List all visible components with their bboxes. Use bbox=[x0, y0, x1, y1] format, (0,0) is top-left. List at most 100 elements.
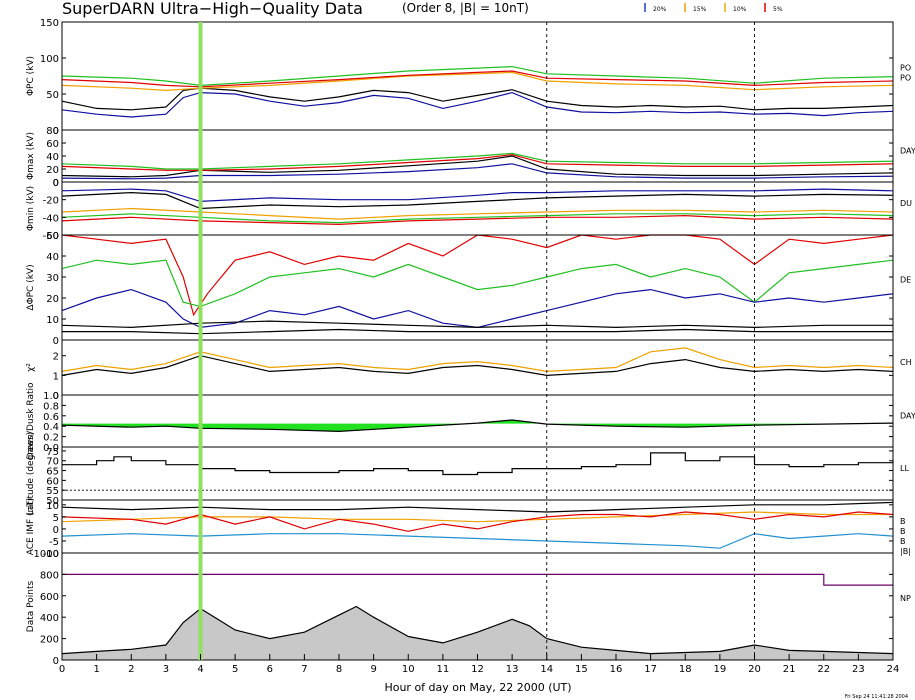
series-line bbox=[61, 87, 894, 111]
y-tick-label: 70 bbox=[46, 457, 59, 468]
x-tick-label: 5 bbox=[232, 664, 238, 675]
x-tick-label: 20 bbox=[748, 664, 761, 675]
series-line bbox=[61, 259, 894, 308]
y-tick-label: 20 bbox=[46, 165, 59, 176]
y-tick-label: 0.0 bbox=[43, 443, 59, 454]
y-tick-label: 60 bbox=[46, 139, 59, 150]
y-tick-label: 30 bbox=[46, 273, 59, 284]
right-label: PO bbox=[900, 64, 911, 73]
y-axis-label: ΦPC (kV) bbox=[26, 56, 36, 96]
right-label: |B| bbox=[900, 547, 911, 556]
legend-label: 5% bbox=[773, 6, 783, 13]
y-tick-label: 800 bbox=[40, 570, 59, 581]
y-tick-label: -5 bbox=[49, 537, 59, 548]
y-tick-label: 20 bbox=[46, 294, 59, 305]
series-line bbox=[61, 71, 894, 92]
y-axis-label: Φmin (kV) bbox=[26, 186, 36, 231]
y-tick-label: -20 bbox=[43, 196, 59, 207]
right-label: DU bbox=[900, 199, 912, 208]
y-tick-label: 0 bbox=[53, 391, 59, 402]
x-tick-label: 6 bbox=[267, 664, 273, 675]
y-tick-label: 10 bbox=[46, 315, 59, 326]
series-line bbox=[61, 152, 894, 170]
y-tick-label: 200 bbox=[40, 635, 59, 646]
y-tick-label: 1.0 bbox=[43, 391, 59, 402]
legend-label: 10% bbox=[733, 6, 747, 13]
y-tick-label: 55 bbox=[46, 486, 59, 497]
panel-dpc: 0 10 20 30 40 50 ΔΦPC (kV) DE bbox=[26, 231, 911, 347]
right-label: LL bbox=[900, 464, 909, 473]
x-tick-label: 15 bbox=[575, 664, 588, 675]
y-tick-label: 0 bbox=[53, 525, 59, 536]
panel-frame bbox=[61, 339, 894, 396]
y-tick-label: 0.8 bbox=[43, 401, 59, 412]
y-tick-label: 400 bbox=[40, 613, 59, 624]
y-axis-label: Data Points bbox=[26, 580, 36, 632]
right-label: DAY bbox=[900, 146, 915, 155]
series-line bbox=[61, 347, 894, 373]
legend: 20% 15% 10% 5% bbox=[644, 3, 783, 13]
y-axis-label: ΔΦPC (kV) bbox=[26, 264, 36, 310]
y-tick-label: -40 bbox=[43, 213, 59, 224]
series-line bbox=[61, 155, 894, 178]
x-tick-label: 24 bbox=[887, 664, 900, 675]
figure-subtitle: (Order 8, |B| = 10nT) bbox=[402, 1, 529, 15]
x-tick-label: 17 bbox=[644, 664, 657, 675]
series-line bbox=[61, 501, 894, 513]
series-line bbox=[61, 91, 894, 118]
y-tick-label: 0 bbox=[53, 178, 59, 189]
y-axis-label: χ² bbox=[26, 363, 36, 372]
y-axis-label: Φmax (kV) bbox=[26, 132, 36, 180]
y-tick-label: 40 bbox=[46, 252, 59, 263]
figure-header: SuperDARN Ultra−High−Quality Data (Order… bbox=[62, 0, 783, 18]
y-tick-label: -60 bbox=[43, 231, 59, 242]
x-tick-label: 13 bbox=[506, 664, 519, 675]
panel-npts: 0 200 400 600 800 1000 Data Points NP bbox=[26, 549, 911, 667]
figure-title: SuperDARN Ultra−High−Quality Data bbox=[62, 0, 363, 18]
series-line bbox=[61, 234, 894, 317]
right-label: B bbox=[900, 527, 906, 536]
series-fill bbox=[62, 606, 893, 660]
x-tick-label: 9 bbox=[370, 664, 376, 675]
panel-ratio: 0.00.20.40.60.81.0 Dawn/Dusk Ratio DAY bbox=[26, 382, 915, 460]
y-tick-label: 75 bbox=[46, 447, 59, 458]
x-tick-label: 4 bbox=[197, 664, 203, 675]
y-axis-label: ACE IMF (nT) bbox=[26, 498, 36, 556]
series-line bbox=[61, 288, 894, 329]
y-tick-label: 100 bbox=[40, 54, 59, 65]
x-tick-label: 2 bbox=[128, 664, 134, 675]
series-line bbox=[61, 154, 894, 171]
y-tick-label: 0 bbox=[53, 178, 59, 189]
x-tick-label: 11 bbox=[437, 664, 450, 675]
series-line bbox=[62, 573, 893, 586]
y-tick-label: 0.4 bbox=[43, 422, 59, 433]
y-tick-label: -10 bbox=[43, 549, 59, 560]
right-label: NP bbox=[900, 594, 911, 603]
series-fill bbox=[62, 420, 893, 432]
x-tick-label: 23 bbox=[852, 664, 865, 675]
y-tick-label: 5 bbox=[53, 513, 59, 524]
x-tick-label: 3 bbox=[163, 664, 169, 675]
x-tick-label: 22 bbox=[817, 664, 830, 675]
y-tick-label: 80 bbox=[46, 126, 59, 137]
x-tick-label: 14 bbox=[540, 664, 553, 675]
y-tick-label: 50 bbox=[46, 231, 59, 242]
right-label: DAY bbox=[900, 411, 915, 420]
series-line bbox=[62, 452, 894, 476]
y-tick-label: 60 bbox=[46, 476, 59, 487]
series-line bbox=[61, 163, 894, 180]
x-tick-label: 7 bbox=[301, 664, 307, 675]
x-tick-label: 16 bbox=[610, 664, 623, 675]
y-tick-label: 10 bbox=[46, 501, 59, 512]
timestamp: Fri Sep 24 11:41:28 2004 bbox=[845, 694, 908, 700]
right-label: B bbox=[900, 517, 906, 526]
series-line bbox=[61, 355, 894, 377]
y-tick-label: 0 bbox=[53, 656, 59, 667]
y-tick-label: 2 bbox=[53, 352, 59, 363]
y-tick-label: 0 bbox=[53, 336, 59, 347]
x-tick-label: 0 bbox=[59, 664, 65, 675]
